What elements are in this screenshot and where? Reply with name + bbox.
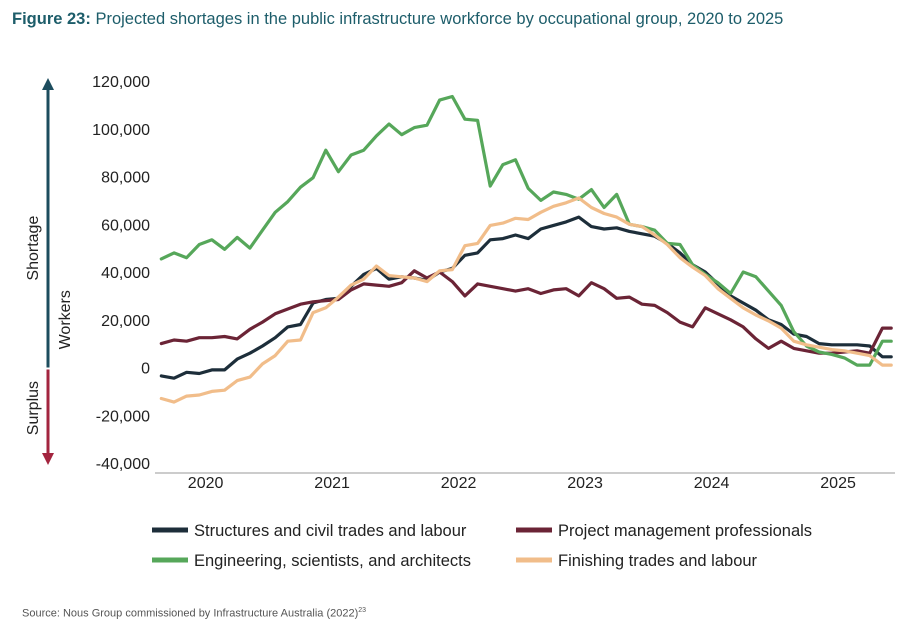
- x-tick-label: 2022: [441, 475, 477, 492]
- y-tick-label: -20,000: [96, 408, 150, 425]
- y-axis-label: Workers: [57, 290, 74, 349]
- figure-title-text: Projected shortages in the public infras…: [95, 10, 784, 28]
- axis-layer: 120,000 100,000 80,000 60,000 40,000 20,000 0 -…: [25, 74, 895, 492]
- figure-title: Figure 23: Projected shortages in the pu…: [12, 10, 783, 29]
- legend-label-2: Engineering, scientists, and architects: [194, 552, 471, 570]
- x-tick-label: 2021: [314, 475, 350, 492]
- source-note: Source: Nous Group commissioned by Infra…: [22, 607, 366, 620]
- x-tick-label: 2020: [188, 475, 224, 492]
- legend-label-3: Finishing trades and labour: [558, 552, 758, 570]
- legend-label-0: Structures and civil trades and labour: [194, 522, 467, 540]
- legend-label-1: Project management professionals: [558, 522, 812, 540]
- surplus-label: Surplus: [25, 381, 42, 435]
- y-tick-label: 120,000: [92, 74, 150, 91]
- y-tick-label: 40,000: [101, 265, 150, 282]
- series-line-1: [159, 269, 893, 355]
- series-line-0: [159, 215, 893, 380]
- y-tick-label: 80,000: [101, 170, 150, 187]
- shortage-label: Shortage: [25, 216, 42, 281]
- x-tick-label: 2024: [694, 475, 730, 492]
- legend: Structures and civil trades and labour Pr…: [152, 522, 812, 570]
- series-line-3: [159, 196, 893, 404]
- y-tick-label: -40,000: [96, 456, 150, 473]
- y-tick-label: 100,000: [92, 122, 150, 139]
- x-tick-label: 2025: [820, 475, 856, 492]
- series-layer: [159, 94, 893, 404]
- source-reference: 23: [358, 607, 367, 614]
- y-tick-label: 60,000: [101, 217, 150, 234]
- y-tick-label: 0: [141, 361, 150, 378]
- y-tick-label: 20,000: [101, 313, 150, 330]
- x-tick-label: 2023: [567, 475, 603, 492]
- figure-label: Figure 23:: [12, 10, 91, 28]
- source-text: Source: Nous Group commissioned by Infra…: [22, 607, 359, 620]
- series-line-2: [159, 94, 893, 367]
